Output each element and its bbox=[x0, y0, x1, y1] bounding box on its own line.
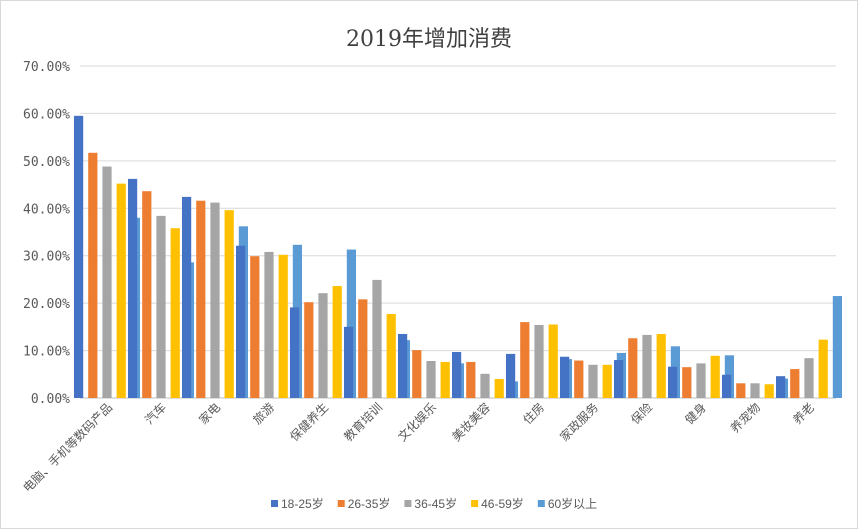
legend-label: 26-35岁 bbox=[348, 496, 391, 511]
bar bbox=[832, 296, 842, 398]
bar bbox=[560, 356, 570, 398]
bar bbox=[452, 351, 462, 398]
bar bbox=[224, 210, 234, 398]
legend-label: 36-45岁 bbox=[414, 496, 457, 511]
legend-swatch bbox=[271, 500, 278, 507]
bars bbox=[74, 115, 842, 399]
legend: 18-25岁 26-35岁 36-45岁 46-59岁 60岁以上 bbox=[271, 496, 597, 511]
gridlines bbox=[80, 65, 836, 399]
legend-swatch bbox=[337, 500, 345, 507]
bar bbox=[398, 333, 408, 398]
y-tick-label: 50.00% bbox=[23, 155, 70, 170]
legend-swatch bbox=[537, 500, 545, 507]
bar bbox=[412, 350, 422, 398]
bar bbox=[344, 326, 354, 398]
bar bbox=[210, 202, 220, 398]
bar bbox=[682, 367, 692, 398]
bar bbox=[602, 364, 612, 398]
bar bbox=[142, 191, 152, 398]
y-tick-label: 10.00% bbox=[23, 345, 70, 360]
chart-title: 2019年增加消费 bbox=[346, 27, 512, 52]
bar bbox=[196, 200, 206, 398]
bar bbox=[386, 314, 396, 398]
bar bbox=[170, 228, 180, 398]
bar bbox=[278, 254, 288, 398]
x-category-label: 养老 bbox=[790, 400, 818, 428]
bar bbox=[304, 302, 314, 398]
bar bbox=[182, 196, 192, 398]
y-tick-label: 60.00% bbox=[23, 107, 70, 122]
legend-label: 60岁以上 bbox=[548, 496, 597, 511]
legend-swatch bbox=[471, 500, 479, 507]
legend-label: 18-25岁 bbox=[281, 496, 324, 511]
bar bbox=[264, 251, 274, 398]
bar bbox=[804, 358, 814, 398]
bar bbox=[750, 383, 760, 398]
bar bbox=[102, 166, 112, 398]
bar bbox=[628, 338, 638, 398]
x-category-label: 美妆美容 bbox=[449, 400, 494, 445]
bar bbox=[290, 307, 300, 398]
bar bbox=[128, 178, 138, 398]
bar bbox=[764, 384, 774, 398]
bar bbox=[696, 363, 706, 398]
bar bbox=[534, 324, 544, 398]
x-category-label: 文化娱乐 bbox=[395, 400, 440, 445]
bar bbox=[88, 152, 98, 398]
x-category-label: 电脑、手机等数码产品 bbox=[20, 400, 115, 495]
bar bbox=[372, 279, 382, 398]
bar bbox=[722, 374, 732, 398]
x-category-label: 家政服务 bbox=[557, 400, 602, 445]
bar bbox=[588, 364, 598, 398]
bar bbox=[506, 353, 516, 398]
bar bbox=[736, 383, 746, 398]
x-axis-categories: 电脑、手机等数码产品 汽车 家电 旅游 保健养生 教育培训 文化娱乐 美妆美容 住房 家政服务 保险… bbox=[20, 400, 817, 495]
bar bbox=[520, 322, 530, 398]
bar bbox=[494, 379, 504, 398]
bar bbox=[346, 249, 356, 398]
bar bbox=[332, 286, 342, 398]
x-category-label: 健身 bbox=[682, 400, 710, 428]
x-category-label: 住房 bbox=[520, 400, 548, 428]
y-tick-label: 70.00% bbox=[23, 60, 70, 75]
bar bbox=[250, 256, 260, 398]
bar bbox=[426, 361, 436, 398]
bar bbox=[116, 183, 126, 398]
legend-swatch bbox=[404, 500, 412, 507]
y-tick-label: 0.00% bbox=[31, 392, 70, 407]
bar bbox=[440, 361, 450, 398]
y-axis-ticks: 0.00% 10.00% 20.00% 30.00% 40.00% 50.00% 60.00… bbox=[23, 60, 70, 407]
legend-label: 46-59岁 bbox=[481, 496, 524, 511]
y-tick-label: 30.00% bbox=[23, 250, 70, 265]
x-category-label: 家电 bbox=[196, 400, 224, 428]
bar bbox=[480, 373, 490, 398]
y-tick-label: 20.00% bbox=[23, 297, 70, 312]
bar bbox=[318, 293, 328, 398]
x-category-label: 养宠物 bbox=[727, 400, 763, 436]
x-category-label: 教育培训 bbox=[341, 400, 386, 445]
x-category-label: 汽车 bbox=[142, 400, 170, 428]
bar bbox=[548, 324, 558, 398]
bar bbox=[74, 115, 84, 399]
bar bbox=[710, 355, 720, 398]
x-category-label: 保险 bbox=[628, 400, 656, 428]
bar bbox=[818, 339, 828, 398]
bar bbox=[656, 333, 666, 398]
bar bbox=[614, 360, 624, 398]
x-category-label: 旅游 bbox=[250, 400, 277, 427]
y-tick-label: 40.00% bbox=[23, 202, 70, 217]
bar bbox=[466, 361, 476, 398]
bar bbox=[668, 366, 678, 398]
bar bbox=[642, 334, 652, 398]
bar bbox=[358, 299, 368, 398]
bar bbox=[776, 376, 786, 398]
bar bbox=[574, 360, 584, 398]
x-category-label: 保健养生 bbox=[287, 400, 332, 445]
bar bbox=[236, 245, 246, 398]
bar bbox=[156, 215, 166, 398]
bar bbox=[790, 369, 800, 398]
